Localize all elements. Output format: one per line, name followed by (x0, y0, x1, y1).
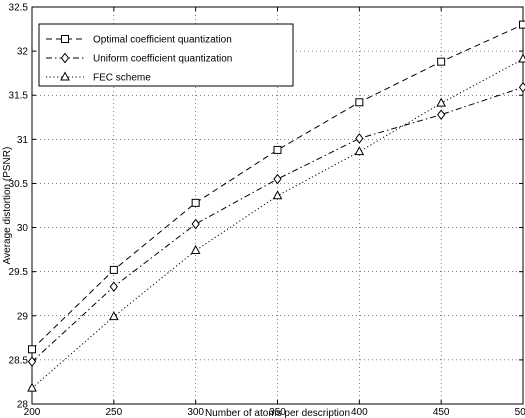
data-point (272, 190, 283, 200)
y-tick-label: 28.5 (9, 355, 29, 366)
data-point (518, 81, 525, 93)
y-tick-label: 30 (17, 223, 29, 234)
x-tick-label: 200 (24, 407, 41, 418)
x-tick-label: 300 (187, 407, 204, 418)
data-point (355, 133, 364, 144)
data-point (437, 57, 446, 66)
x-axis-title: Number of atoms per description (205, 408, 350, 418)
data-point (273, 145, 282, 154)
legend-entry: FEC scheme (46, 71, 151, 84)
series (27, 20, 525, 392)
data-point (191, 198, 200, 207)
y-tick-label: 32 (17, 47, 29, 58)
legend-marker (60, 71, 70, 81)
data-point (27, 382, 37, 392)
legend-entry: Optimal coefficient quantization (46, 35, 232, 46)
data-point (109, 311, 119, 321)
data-point (437, 109, 446, 120)
series-square (28, 20, 525, 354)
y-tick-label: 28 (17, 400, 29, 411)
legend-label: FEC scheme (93, 73, 151, 84)
legend-box (38, 23, 294, 87)
x-tick-label: 500 (515, 407, 525, 418)
y-tick-label: 29.5 (9, 267, 29, 278)
ticks: 200 250 300 350 400 450 500 28 28.5 29 29.5 30 30.5 3… (9, 3, 525, 418)
data-point (436, 97, 446, 107)
legend-marker (61, 35, 69, 43)
data-point (273, 173, 282, 185)
series-triangle (27, 53, 525, 392)
y-tick-label: 32.5 (9, 3, 29, 14)
legend-marker (60, 52, 70, 64)
data-point (191, 218, 200, 230)
data-point (28, 345, 36, 354)
y-tick-label: 30.5 (9, 179, 29, 190)
x-tick-label: 400 (351, 407, 368, 418)
x-tick-label: 350 (269, 407, 286, 418)
series-line (31, 86, 524, 363)
data-point (354, 146, 365, 156)
data-point (518, 53, 525, 63)
data-point (355, 98, 364, 107)
data-point (190, 244, 201, 254)
y-tick-label: 31.5 (9, 91, 29, 102)
data-point (27, 356, 37, 367)
y-tick-label: 29 (17, 311, 29, 322)
data-point (109, 265, 118, 274)
series-diamond (27, 81, 525, 367)
legend-entry: Uniform coefficient quantization (46, 52, 232, 65)
y-axis-title: Average distortion (PSNR) (2, 147, 13, 265)
x-tick-label: 450 (433, 407, 450, 418)
legend: Optimal coefficient quantization Uniform … (38, 23, 294, 87)
data-point (109, 281, 118, 292)
legend-label: Uniform coefficient quantization (93, 54, 232, 65)
legend-label: Optimal coefficient quantization (93, 35, 232, 46)
x-tick-label: 250 (105, 407, 122, 418)
y-tick-label: 31 (17, 135, 29, 146)
data-point (519, 20, 525, 29)
